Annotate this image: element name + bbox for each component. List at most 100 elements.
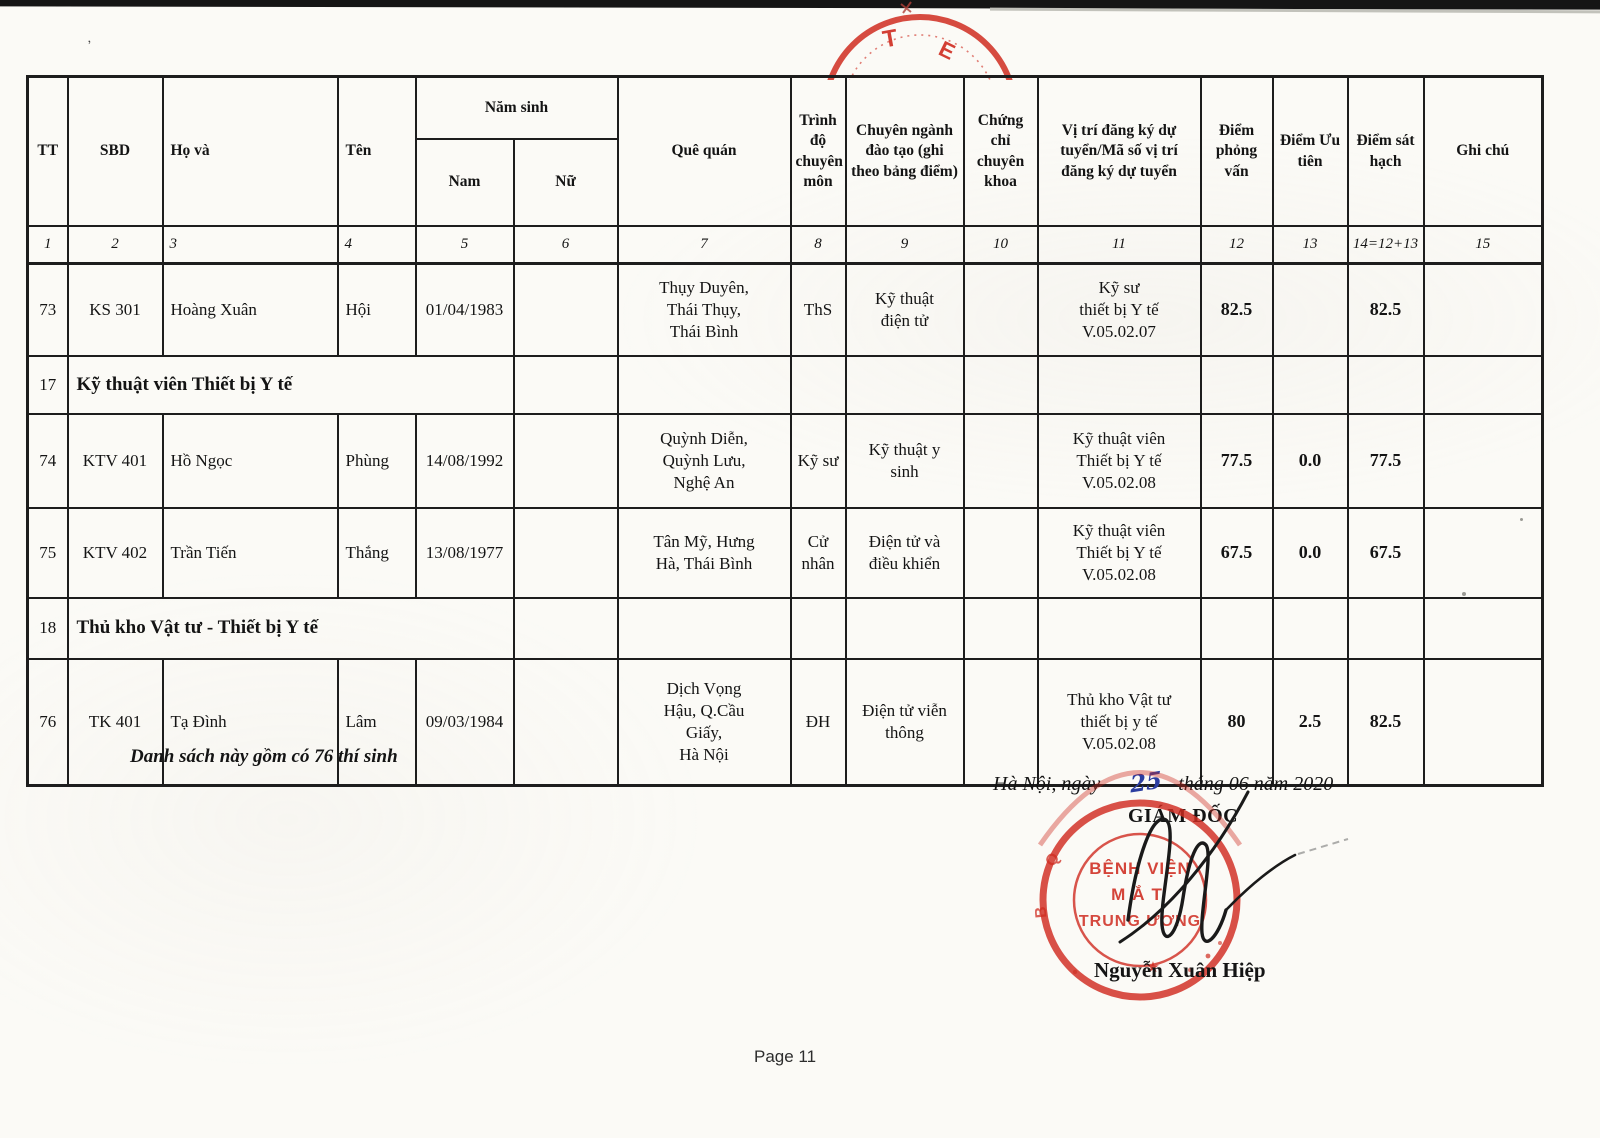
stamp-ring-letter: Q [1042, 850, 1063, 870]
col-header-diem-sat-hach: Điểm sát hạch [1346, 75, 1425, 227]
cell-diem_sat_hach: 82.5 [1346, 658, 1425, 787]
cell-ho_va: Trần Tiến [161, 507, 339, 599]
date-line: Hà Nội, ngày 25 tháng 06 năm 2020 [993, 766, 1334, 798]
cell-diem_sat_hach [1346, 597, 1425, 660]
column-number-row: 1 2 3 4 5 6 7 8 9 10 11 12 13 14=12+13 1… [26, 225, 1544, 265]
col-header-nam-sinh: Năm sinh [414, 75, 619, 140]
col-header-tt: TT [26, 75, 69, 227]
cell-nam: 09/03/1984 [414, 658, 515, 787]
cell-chung_chi [962, 413, 1039, 509]
section-row: 17 Kỹ thuật viên Thiết bị Y tế [26, 355, 1544, 415]
top-stamp-letter: T [881, 24, 900, 53]
col-number: 6 [512, 225, 619, 265]
table-header: TT SBD Họ và Tên Năm sinh Quê quán Trình… [26, 75, 1544, 265]
col-number: 9 [844, 225, 965, 265]
cell-diem_uu_tien [1271, 597, 1349, 660]
cell-ten: Thắng [336, 507, 417, 599]
cell-ghi_chu [1422, 507, 1544, 599]
col-header-chuyen-nganh: Chuyên ngành đào tạo (ghi theo bảng điểm… [844, 75, 965, 227]
cell-trinh_do: ThS [789, 262, 847, 357]
top-stamp-letter: E [935, 36, 959, 65]
col-header-chung-chi: Chứng chỉ chuyên khoa [962, 75, 1039, 227]
col-number: 11 [1036, 225, 1202, 265]
cell-diem_sat_hach: 67.5 [1346, 507, 1425, 599]
table-row: 74 KTV 401 Hồ Ngọc Phùng 14/08/1992 Quỳnh Diễ… [26, 413, 1544, 509]
col-number: 7 [616, 225, 792, 265]
cell-tt: 75 [26, 507, 69, 599]
col-header-diem-uu-tien: Điểm Ưu tiên [1271, 75, 1349, 227]
cell-trinh_do: Cử nhân [789, 507, 847, 599]
cell-ghi_chu [1422, 355, 1544, 415]
cell-sbd: TK 401 [66, 658, 164, 787]
col-number: 2 [66, 225, 164, 265]
candidates-table: TT SBD Họ và Tên Năm sinh Quê quán Trình… [26, 75, 1544, 787]
cell-tt: 74 [26, 413, 69, 509]
cell-sbd: KTV 402 [66, 507, 164, 599]
col-number: 10 [962, 225, 1039, 265]
cell-diem_phong_van: 77.5 [1199, 413, 1274, 509]
cell-diem_phong_van [1199, 597, 1274, 660]
cell-ghi_chu [1422, 262, 1544, 357]
cell-ten: Hội [336, 262, 417, 357]
cell-diem_sat_hach: 77.5 [1346, 413, 1425, 509]
cell-ten: Phùng [336, 413, 417, 509]
col-header-que-quan: Quê quán [616, 75, 792, 227]
cell-chung_chi [962, 262, 1039, 357]
signer-name: Nguyễn Xuân Hiệp [1094, 958, 1266, 982]
col-number: 8 [789, 225, 847, 265]
cell-vi_tri [1036, 597, 1202, 660]
col-header-sbd: SBD [66, 75, 164, 227]
cell-diem_uu_tien [1271, 262, 1349, 357]
col-number: 12 [1199, 225, 1274, 265]
col-header-ghi-chu: Ghi chú [1422, 75, 1544, 227]
cell-diem_phong_van: 67.5 [1199, 507, 1274, 599]
cell-ghi_chu [1422, 658, 1544, 787]
cell-trinh_do [789, 355, 847, 415]
cell-que_quan [616, 355, 792, 415]
cell-trinh_do [789, 597, 847, 660]
cell-nam: 01/04/1983 [414, 262, 515, 357]
cell-chuyen_nganh: Kỹ thuật y sinh [844, 413, 965, 509]
col-header-ten: Tên [336, 75, 417, 227]
table-row: 75 KTV 402 Trần Tiến Thắng 13/08/1977 Tân Mỹ,… [26, 507, 1544, 599]
cell-ghi_chu [1422, 597, 1544, 660]
cell-que_quan: Dịch Vọng Hậu, Q.Cầu Giấy, Hà Nội [616, 658, 792, 787]
cell-nam: 14/08/1992 [414, 413, 515, 509]
scan-speck: , [85, 29, 92, 46]
col-header-diem-phong-van: Điểm phỏng vấn [1199, 75, 1274, 227]
cell-nu [512, 597, 619, 660]
cell-diem_phong_van: 82.5 [1199, 262, 1274, 357]
cell-trinh_do: ĐH [789, 658, 847, 787]
col-header-trinh-do: Trình độ chuyên môn [789, 75, 847, 227]
cell-que_quan [616, 597, 792, 660]
cell-sbd: KS 301 [66, 262, 164, 357]
date-suffix: tháng 06 năm 2020 [1178, 773, 1334, 795]
cell-diem_uu_tien [1271, 355, 1349, 415]
table-row: 76 TK 401 Tạ Đình Lâm 09/03/1984 Dịch Vọng Hậ… [26, 658, 1544, 787]
scan-artifact-bar [0, 0, 1600, 10]
cell-tt: 73 [26, 262, 69, 357]
cell-ten: Lâm [336, 658, 417, 787]
col-number: 3 [161, 225, 339, 265]
cell-vi_tri: Kỹ sư thiết bị Y tế V.05.02.07 [1036, 262, 1202, 357]
cell-ghi_chu [1422, 413, 1544, 509]
cell-diem_phong_van: 80 [1199, 658, 1274, 787]
table-body: 73 KS 301 Hoàng Xuân Hội 01/04/1983 Thụy Duyê… [26, 262, 1544, 787]
cell-tt: 17 [26, 355, 69, 415]
cell-diem_uu_tien: 0.0 [1271, 413, 1349, 509]
cell-nu [512, 507, 619, 599]
partial-stamp-top-icon: T E [827, 1, 1013, 80]
stamp-line: BỆNH VIỆN [1089, 859, 1191, 878]
cell-tt: 18 [26, 597, 69, 660]
cell-chung_chi [962, 658, 1039, 787]
cell-chung_chi [962, 597, 1039, 660]
cell-sbd: KTV 401 [66, 413, 164, 509]
cell-nu [512, 658, 619, 787]
cell-ho_va: Hoàng Xuân [161, 262, 339, 357]
page-number: Page 11 [754, 1047, 817, 1066]
cell-nu [512, 262, 619, 357]
cell-que_quan: Tân Mỹ, Hưng Hà, Thái Bình [616, 507, 792, 599]
cell-diem_sat_hach [1346, 355, 1425, 415]
stamp-line: MẮT [1111, 885, 1169, 904]
